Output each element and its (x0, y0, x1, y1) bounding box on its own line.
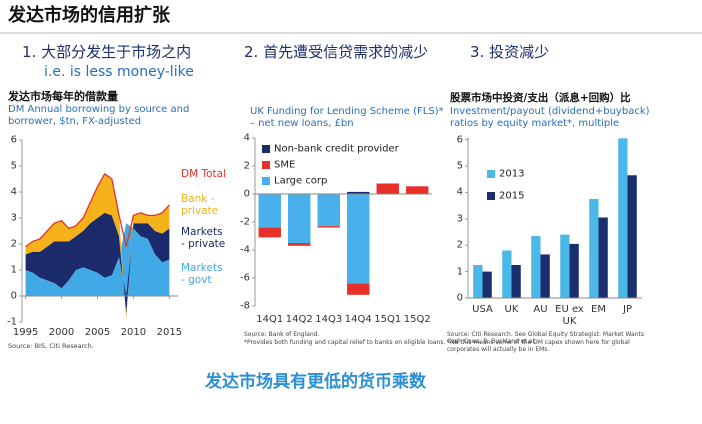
y-tick-label: 3 (456, 213, 463, 225)
x-tick-label: 2000 (48, 327, 75, 338)
bar (540, 254, 550, 298)
y-tick-label: 2 (10, 238, 17, 250)
section-heading: 2. 首先遭受信贷需求的减少 (244, 43, 429, 61)
source-note: Source: Bank of England. (244, 331, 320, 338)
legend-swatch (487, 170, 495, 178)
y-tick-label: -2 (240, 216, 250, 228)
x-tick-label: EM (591, 304, 606, 315)
source-note: Source: BIS, Citi Research. (8, 342, 94, 350)
bar (589, 199, 599, 298)
bar (317, 194, 340, 227)
chart-subtitle: Investment/payout (dividend+buyback) rat… (450, 106, 650, 129)
legend-label: Large corp (274, 175, 328, 187)
bar (473, 265, 483, 298)
section-heading: 3. 投资减少 (470, 43, 550, 61)
legend-label: 2013 (499, 168, 525, 180)
bar (618, 138, 628, 298)
area (25, 223, 170, 296)
x-tick-label: UK (504, 304, 519, 315)
bar (288, 243, 311, 246)
source-note: Source: Citi Research. See Global Equity… (447, 331, 644, 345)
bar (627, 175, 637, 298)
x-tick-label: 2010 (120, 327, 147, 338)
y-tick-label: 2 (456, 239, 463, 251)
x-tick-label: 15Q2 (403, 314, 431, 325)
chart-subtitle: DM Annual borrowing by source and borrow… (8, 104, 190, 127)
x-tick-label: 2005 (84, 327, 111, 338)
bar (288, 194, 311, 243)
bar (347, 194, 370, 284)
source-note: *NB this means some of the DM capex show… (447, 339, 630, 353)
y-tick-label: 0 (243, 188, 250, 200)
bar (502, 250, 512, 298)
y-tick-label: -4 (240, 244, 250, 256)
x-tick-label: JP (623, 304, 632, 315)
x-tick-label: 2015 (156, 327, 183, 338)
y-tick-label: 4 (243, 132, 250, 144)
legend-swatch (262, 177, 270, 185)
legend-label: Markets - private (181, 226, 226, 251)
bar (347, 283, 370, 295)
x-tick-label: EU ex UK (555, 304, 584, 327)
x-tick-label: 14Q3 (315, 314, 343, 325)
x-tick-label: 1995 (12, 327, 39, 338)
y-tick-label: 2 (243, 160, 250, 172)
bar (376, 183, 399, 194)
y-tick-label: 6 (456, 133, 463, 145)
y-tick-label: 3 (10, 212, 17, 224)
section-subheading: i.e. is less money-like (44, 64, 194, 80)
y-tick-label: 0 (10, 290, 17, 302)
bar (511, 265, 521, 298)
chart-title: 发达市场每年的借款量 (8, 90, 118, 103)
y-tick-label: 1 (10, 264, 17, 276)
y-tick-label: 1 (456, 265, 463, 277)
x-tick-label: 14Q4 (344, 314, 372, 325)
legend-swatch (262, 161, 270, 169)
legend-swatch (262, 145, 270, 153)
x-tick-label: 15Q1 (374, 314, 402, 325)
y-tick-label: 0 (456, 292, 463, 304)
bar (569, 243, 579, 298)
legend-label: Non-bank credit provider (274, 143, 399, 155)
y-tick-label: -6 (240, 272, 250, 284)
bar (406, 186, 429, 194)
area (25, 173, 170, 320)
bar (598, 217, 608, 298)
bar (531, 235, 541, 298)
bar (482, 271, 492, 298)
legend-label: DM Total (181, 168, 227, 180)
slide-title: 发达市场的信用扩张 (8, 5, 170, 26)
x-tick-label: 14Q1 (256, 314, 284, 325)
section-heading: 1. 大部分发生于市场之内 (22, 43, 192, 61)
bar (258, 227, 281, 238)
legend-swatch (487, 192, 495, 200)
legend-label: Bank - private (181, 193, 219, 218)
x-tick-label: AU (533, 304, 548, 315)
bar (258, 194, 281, 228)
conclusion: 发达市场具有更低的货币乘数 (205, 372, 426, 392)
x-tick-label: 14Q2 (285, 314, 313, 325)
bar (317, 226, 340, 228)
x-tick-label: USA (472, 304, 493, 315)
chart-title: 股票市场中投资/支出（派息+回购）比 (450, 92, 631, 104)
y-tick-label: 6 (10, 134, 17, 146)
total-line (25, 172, 170, 248)
source-note: *Provides both funding and capital relie… (244, 339, 446, 346)
bar (560, 234, 570, 298)
y-tick-label: 5 (10, 160, 17, 172)
area (25, 212, 170, 315)
y-tick-label: -8 (240, 300, 250, 312)
legend-label: SME (274, 159, 296, 171)
legend-label: Markets - govt (181, 262, 223, 287)
bar (347, 191, 370, 194)
y-tick-label: -1 (7, 316, 17, 328)
legend-label: 2015 (499, 190, 525, 202)
chart-title: UK Funding for Lending Scheme (FLS)* – n… (250, 106, 444, 129)
y-tick-label: 5 (456, 160, 463, 172)
y-tick-label: 4 (10, 186, 17, 198)
y-tick-label: 4 (456, 186, 463, 198)
